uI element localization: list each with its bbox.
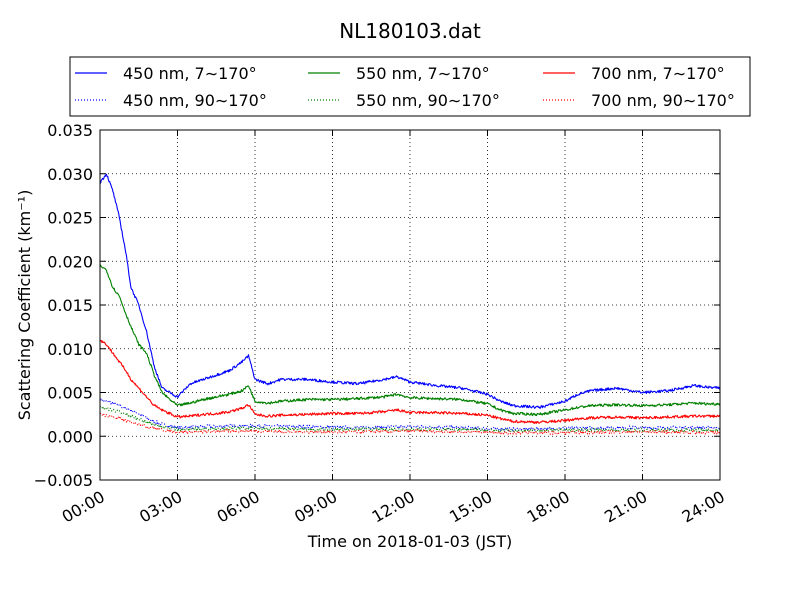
legend-label: 450 nm, 90∼170° (123, 91, 267, 110)
chart-title: NL180103.dat (339, 19, 481, 43)
series-550-total-line (99, 264, 721, 417)
y-tick-label: 0.025 (47, 209, 93, 228)
series-layer (99, 173, 721, 435)
y-tick-label: 0.015 (47, 296, 93, 315)
series-450-total-line (99, 173, 721, 409)
y-tick-label: 0.010 (47, 340, 93, 359)
axis-ticks: 00:00 03:00 06:00 09:00 12:00 15:00 18:00 21:00… (34, 121, 728, 527)
y-tick-label: 0.005 (47, 384, 93, 403)
y-axis-label: Scattering Coefficient (km⁻¹) (15, 190, 34, 421)
x-axis-label: Time on 2018-01-03 (JST) (307, 532, 512, 551)
series-700-backscatter-line (99, 412, 721, 435)
legend-box (69, 56, 751, 117)
legend-label: 450 nm, 7∼170° (123, 64, 257, 83)
x-tick-label: 00:00 (59, 487, 108, 527)
legend: 450 nm, 7∼170° 550 nm, 7∼170° 700 nm, 7∼17… (69, 56, 751, 117)
series-450-backscatter-line (99, 397, 721, 432)
y-tick-label: 0.035 (47, 121, 93, 140)
y-tick-label: 0.020 (47, 252, 93, 271)
series-700-total-line (99, 339, 721, 424)
y-tick-label: 0.000 (47, 427, 93, 446)
plot-area: 00:00 03:00 06:00 09:00 12:00 15:00 18:00 21:00… (34, 121, 728, 527)
x-tick-label: 21:00 (601, 487, 650, 527)
legend-label: 700 nm, 90∼170° (591, 91, 735, 110)
x-tick-label: 15:00 (446, 487, 495, 527)
legend-label: 550 nm, 7∼170° (356, 64, 490, 83)
x-tick-label: 24:00 (679, 487, 728, 527)
x-tick-label: 06:00 (214, 487, 263, 527)
x-tick-label: 03:00 (136, 487, 185, 527)
x-tick-label: 12:00 (369, 487, 418, 527)
x-tick-label: 18:00 (524, 487, 573, 527)
legend-label: 550 nm, 90∼170° (356, 91, 500, 110)
y-tick-label: 0.030 (47, 165, 93, 184)
y-tick-label: −0.005 (34, 471, 93, 490)
legend-label: 700 nm, 7∼170° (591, 64, 725, 83)
grid (100, 130, 720, 480)
x-tick-label: 09:00 (291, 487, 340, 527)
series-550-backscatter-line (99, 405, 721, 433)
